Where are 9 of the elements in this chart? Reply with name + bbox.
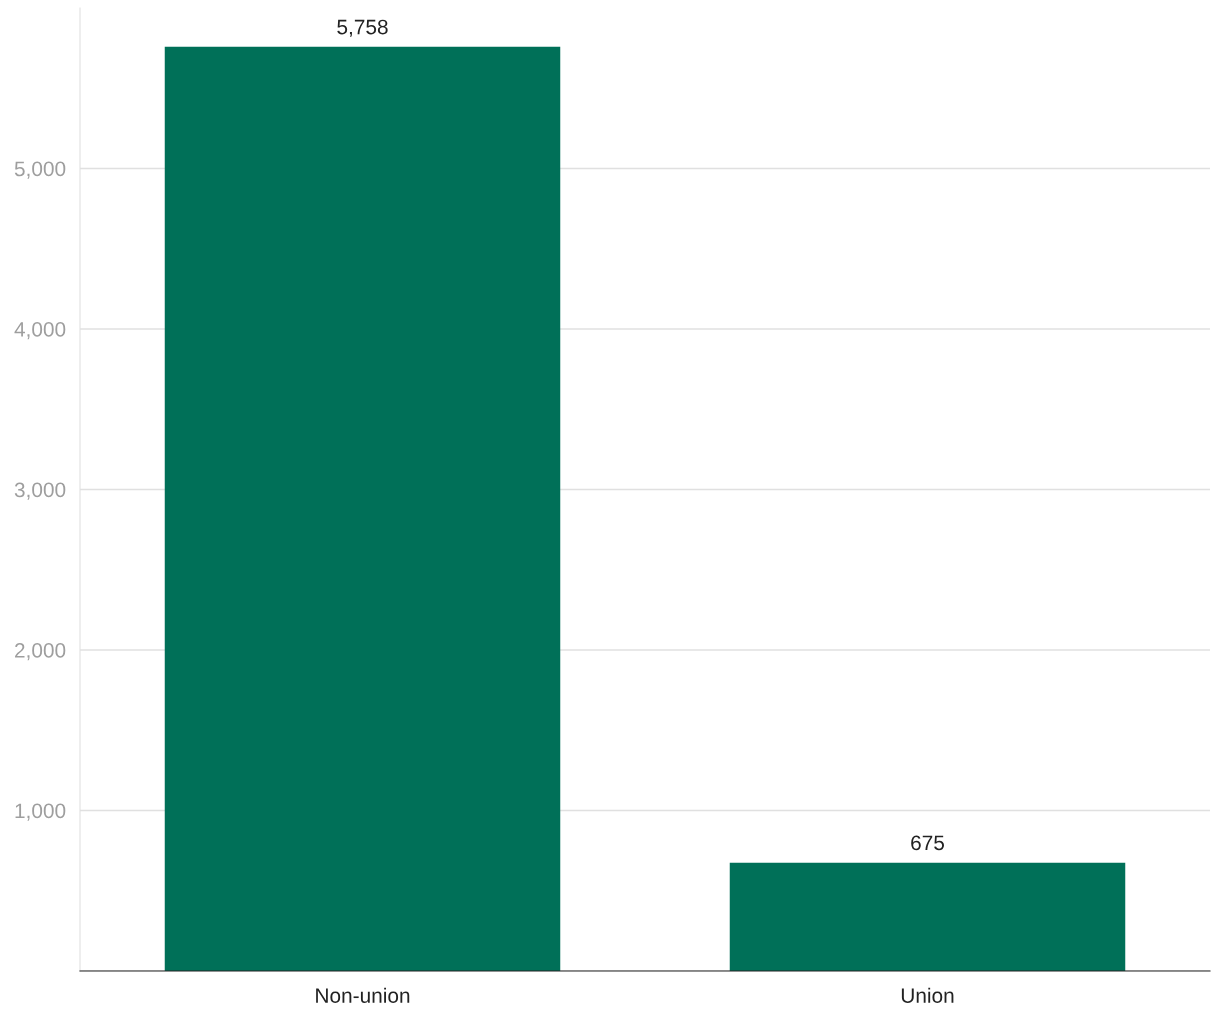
data-label: 675 [911,835,945,851]
y-tick-label: 4,000 [14,322,66,340]
x-tick-label: Non-union [316,987,410,1003]
x-tick-label: Union [901,987,954,1003]
y-tick-label: 5,000 [14,161,66,179]
y-tick-label: 2,000 [15,643,66,661]
y-tick-label: 1,000 [15,803,66,821]
data-label: 5,758 [337,19,388,37]
y-tick-label: 3,000 [14,482,66,500]
